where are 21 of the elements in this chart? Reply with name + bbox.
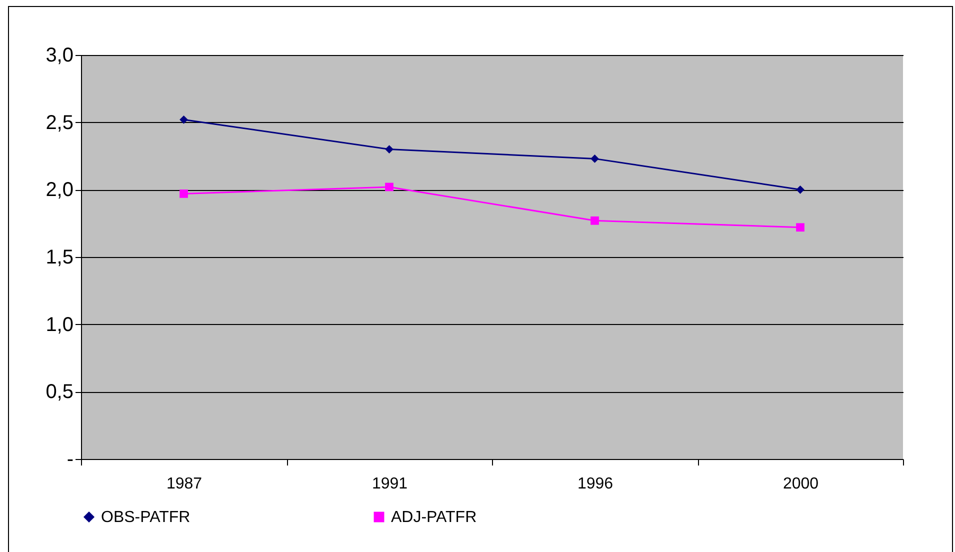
- point: [590, 154, 599, 163]
- point: [590, 216, 599, 225]
- y-tick-label: 1,0: [46, 314, 74, 336]
- legend-label: ADJ-PATFR: [391, 509, 477, 526]
- point: [385, 145, 394, 154]
- x-tick-label: 1987: [166, 476, 202, 492]
- y-tick-label: -: [66, 448, 74, 470]
- y-tick-label: 0,5: [46, 381, 74, 404]
- point: [796, 185, 804, 194]
- x-tick-label: 1996: [577, 476, 614, 492]
- y-tick-label: 3,0: [46, 44, 74, 66]
- x-tick-label: 2000: [782, 476, 819, 492]
- y-tick-label: 2,5: [46, 112, 74, 134]
- point: [796, 223, 804, 232]
- legend-label: OBS-PATFR: [101, 509, 190, 526]
- point: [385, 182, 394, 192]
- y-tick-label: 1,5: [46, 246, 74, 268]
- point: [180, 115, 188, 124]
- point: [180, 190, 188, 198]
- y-tick-label: 2,0: [46, 179, 74, 202]
- x-tick-label: 1991: [372, 476, 408, 492]
